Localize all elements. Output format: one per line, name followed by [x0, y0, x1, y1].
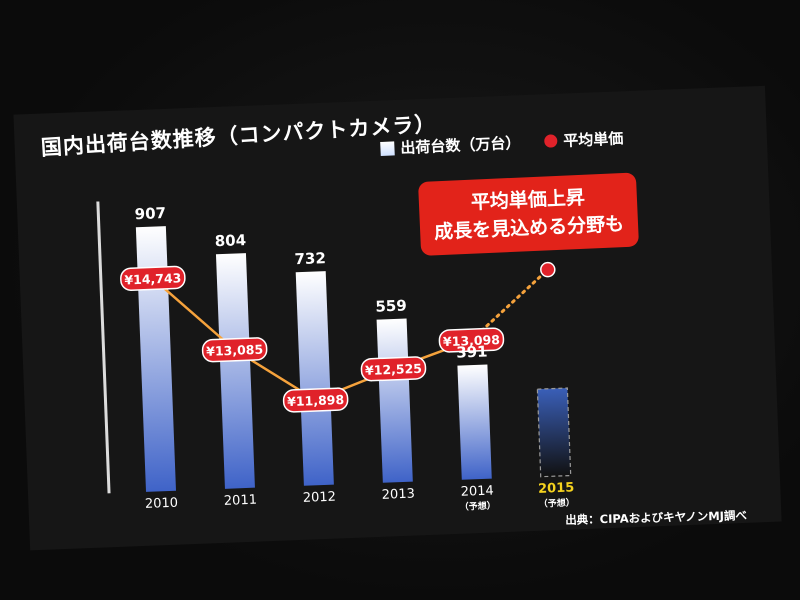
bar-2010	[135, 226, 177, 492]
bar-value-label-2011: 804	[214, 231, 246, 250]
category-note-2015: （予想）	[539, 496, 575, 509]
bar-legend-swatch	[380, 140, 395, 156]
bar-value-label-2012: 732	[294, 249, 326, 268]
bar-value-label-2010: 907	[134, 204, 166, 223]
category-label-2013: 2013	[381, 487, 415, 503]
bar-2014	[457, 364, 492, 480]
bar-2011	[215, 253, 255, 489]
price-label-2014: ¥13,098	[443, 332, 500, 349]
category-label-2014: 2014	[460, 484, 494, 500]
price-label-2012: ¥11,898	[287, 392, 344, 409]
price-label-2010: ¥14,743	[124, 270, 181, 287]
price-marker-2013	[360, 356, 427, 382]
price-legend-dot-icon	[544, 134, 558, 148]
bar-2013	[376, 318, 413, 483]
category-label-2012: 2012	[303, 490, 337, 506]
bar-2012	[295, 271, 334, 486]
price-dot-2015	[540, 261, 556, 278]
category-label-2011: 2011	[224, 493, 258, 509]
y-axis-line	[96, 201, 111, 494]
price-marker-2014	[438, 327, 505, 353]
callout-line2: 成長を見込める分野も	[433, 213, 625, 244]
category-label-2010: 2010	[145, 496, 179, 512]
price-marker-2012	[282, 387, 349, 413]
category-note-2014: （予想）	[460, 499, 496, 512]
bar-value-label-2014: 391	[456, 342, 488, 361]
category-label-2015: 2015	[538, 480, 575, 496]
price-legend-label: 平均単価	[562, 129, 624, 150]
callout-box: 平均単価上昇 成長を見込める分野も	[418, 172, 640, 256]
price-label-2011: ¥13,085	[206, 342, 263, 359]
price-label-2013: ¥12,525	[365, 361, 422, 378]
price-marker-2010	[120, 265, 186, 291]
bar-value-label-2013: 559	[375, 297, 407, 316]
price-marker-2011	[201, 337, 268, 363]
bar-projected-2015	[536, 387, 572, 478]
